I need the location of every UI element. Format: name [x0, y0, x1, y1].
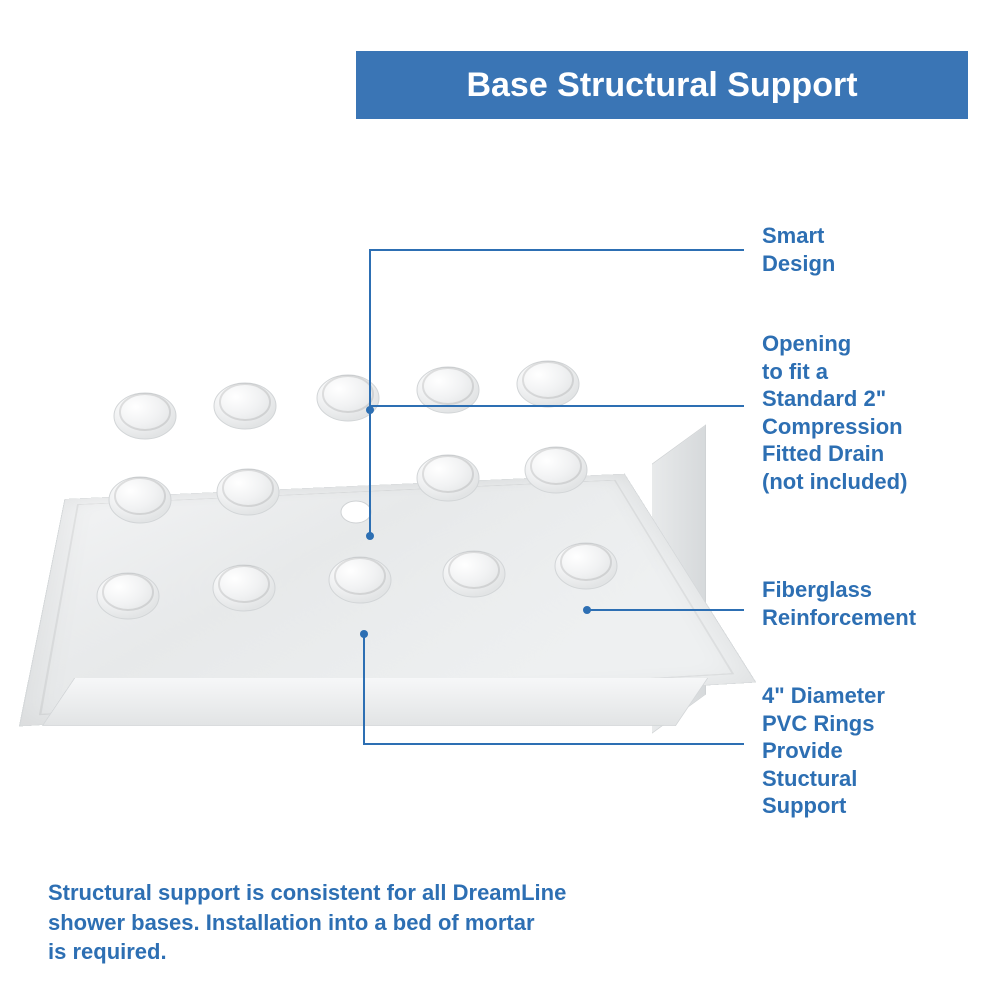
footnote-text: Structural support is consistent for all…	[48, 878, 566, 967]
callout-line: Compression	[762, 414, 903, 439]
callout-line: to fit a	[762, 359, 828, 384]
callout-line: Opening	[762, 331, 851, 356]
callout-line: (not included)	[762, 469, 907, 494]
title-text: Base Structural Support	[466, 66, 857, 105]
callout-line: Design	[762, 251, 835, 276]
base-front-face	[42, 678, 708, 726]
callout-line: Standard 2"	[762, 386, 886, 411]
callout-line: Reinforcement	[762, 605, 916, 630]
title-bar: Base Structural Support	[356, 51, 968, 119]
callout-line: Stuctural	[762, 766, 857, 791]
callout-smart-design: Smart Design	[762, 222, 835, 277]
product-illustration	[50, 360, 690, 740]
callout-line: Smart	[762, 223, 824, 248]
callout-pvc-rings: 4" Diameter PVC RingsProvide StucturalSupp…	[762, 682, 885, 820]
callout-line: Support	[762, 793, 846, 818]
callout-drain-opening: Opening to fit aStandard 2" CompressionFit…	[762, 330, 907, 495]
callout-line: 4" Diameter	[762, 683, 885, 708]
callout-line: PVC Rings	[762, 711, 874, 736]
callout-line: Fiberglass	[762, 577, 872, 602]
footnote-line: is required.	[48, 939, 167, 964]
callout-line: Fitted Drain	[762, 441, 884, 466]
footnote-line: Structural support is consistent for all…	[48, 880, 566, 905]
callout-line: Provide	[762, 738, 843, 763]
callout-fiberglass: Fiberglass Reinforcement	[762, 576, 916, 631]
footnote-line: shower bases. Installation into a bed of…	[48, 910, 535, 935]
